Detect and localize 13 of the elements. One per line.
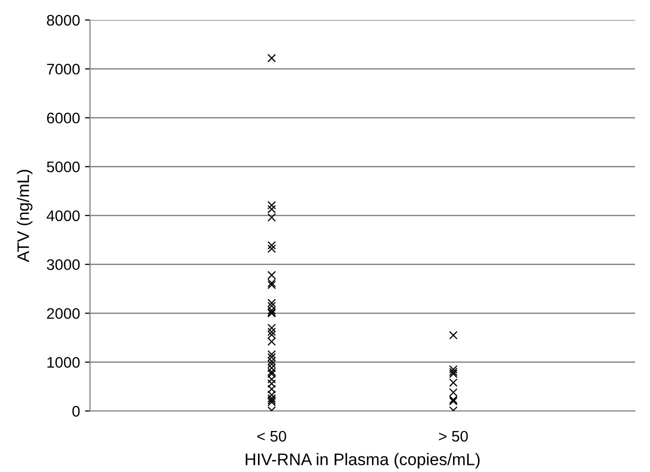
y-tick-label: 6000	[47, 112, 80, 124]
y-axis-title: ATV (ng/mL)	[16, 170, 32, 262]
y-tick-label: 7000	[47, 64, 80, 75]
y-tick-label: 0	[72, 406, 80, 417]
y-tick-label: 4000	[46, 210, 80, 222]
y-tick-label: 5000	[46, 161, 80, 172]
x-tick-label: < 50	[257, 430, 286, 442]
x-axis-title: HIV-RNA in Plasma (copies/mL)	[246, 453, 480, 469]
x-tick-label: > 50	[439, 430, 468, 442]
y-tick-label: 3000	[46, 259, 80, 270]
y-tick-label: 2000	[47, 308, 80, 319]
y-tick-label: 8000	[46, 14, 80, 26]
y-tick-label: 1000	[47, 356, 80, 368]
